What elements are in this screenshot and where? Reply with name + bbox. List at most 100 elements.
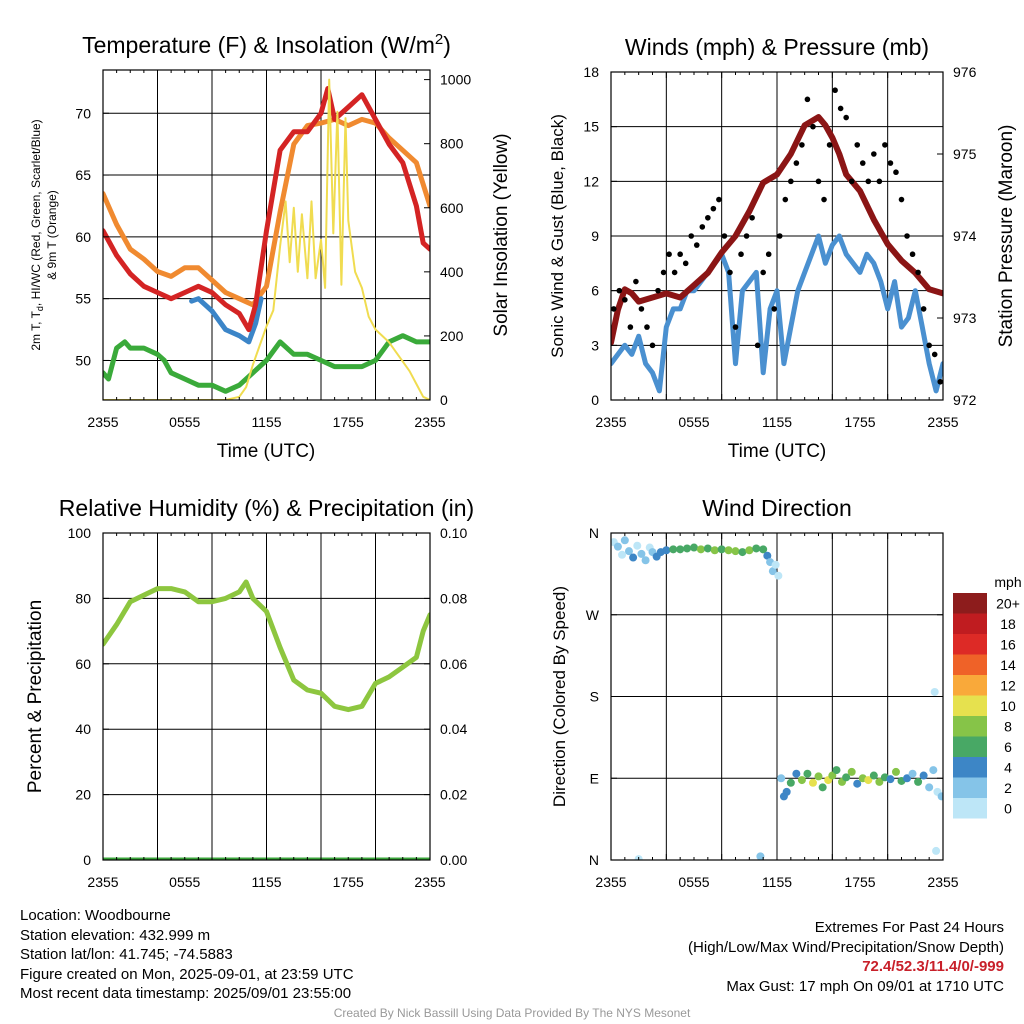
wind-gust-point	[832, 87, 838, 94]
dir-x-tick-label: 1155	[762, 874, 792, 890]
temp-series-3	[103, 333, 430, 394]
dir-direction-point	[886, 775, 895, 784]
extremes-info: Extremes For Past 24 Hours (High/Low/Max…	[688, 918, 1004, 996]
wind-gust-point	[810, 123, 816, 130]
temp-y-tick-label: 70	[75, 105, 91, 121]
rh-y-tick-label: 40	[75, 721, 91, 737]
dir-y-axis-label: Direction (Colored By Speed)	[550, 586, 569, 807]
colorbar-label: 16	[1000, 636, 1016, 652]
dir-direction-point	[814, 772, 823, 781]
dir-direction-point	[842, 773, 851, 782]
colorbar-swatch	[953, 654, 987, 675]
dir-direction-point	[864, 776, 873, 785]
colorbar-swatch	[953, 593, 987, 614]
wind-gust-point	[716, 196, 722, 203]
wind-gust-point	[821, 196, 827, 203]
wind-gust-point	[627, 324, 634, 330]
rh-series-0	[103, 579, 430, 713]
temp-yr-tick-label: 200	[440, 328, 464, 344]
dir-plot-area	[611, 536, 943, 860]
wind-y-axis-label: Sonic Wind & Gust (Blue, Black)	[548, 114, 567, 358]
colorbar-swatch	[953, 798, 987, 819]
wind-gust-point	[843, 114, 849, 121]
ylabel-part: , HI/WC (Red, Green, Scarlet/Blue)	[29, 119, 43, 306]
dir-x-tick-label: 1755	[844, 874, 875, 890]
rh-yr-tick-label: 0.06	[440, 656, 467, 672]
temp-x-axis-label: Time (UTC)	[217, 441, 316, 462]
wind-gust-point	[677, 251, 683, 258]
dir-y-tick-label: N	[589, 852, 599, 868]
wind-gust-point	[776, 233, 783, 239]
temp-y-axis-label-right: Solar Insolation (Yellow)	[491, 133, 512, 336]
dir-direction-point	[662, 546, 671, 555]
wind-gust-point	[937, 378, 943, 385]
rh-yr-tick-label: 0.02	[440, 787, 467, 803]
dir-direction-point	[803, 769, 812, 778]
rh-yr-tick-label: 0.08	[440, 590, 467, 606]
wind-x-tick-label: 0555	[678, 414, 709, 430]
wind-series-1	[611, 114, 943, 346]
colorbar-label: 2	[1004, 780, 1012, 796]
dir-direction-point	[914, 777, 923, 786]
rh-x-tick-label: 1155	[251, 874, 281, 890]
wind-gust-point	[788, 178, 794, 185]
rh-plot-area	[103, 579, 430, 860]
wind-x-tick-label: 1755	[844, 414, 875, 430]
wind-gust-point	[644, 324, 650, 330]
dir-direction-point	[669, 545, 678, 554]
wind-gust-point	[743, 233, 750, 239]
wind-gust-point	[904, 233, 910, 239]
wind-yr-tick-label: 972	[953, 392, 977, 408]
dir-direction-point	[832, 766, 841, 775]
colorbar-swatch	[953, 716, 987, 737]
wind-gust-point	[782, 196, 789, 203]
dir-direction-point	[792, 769, 801, 778]
wind-gust-point	[749, 214, 755, 221]
temp-y-axis-label-line2: & 9m T (Orange)	[45, 190, 59, 280]
wind-gust-point	[633, 278, 639, 285]
dir-y-tick-label: S	[590, 689, 599, 705]
created-text: Figure created on Mon, 2025-09-01, at 23…	[20, 965, 354, 983]
dir-y-tick-label: W	[586, 607, 600, 623]
colorbar-title: mph	[994, 574, 1021, 590]
temp-y-tick-label: 55	[75, 291, 91, 307]
dir-direction-point	[676, 545, 685, 554]
dir-direction-point	[756, 852, 765, 860]
wind-gust-point	[611, 306, 617, 312]
colorbar-swatch	[953, 675, 987, 696]
wind-gust-point	[859, 160, 866, 166]
rh-y-axis-label: Percent & Precipitation	[25, 600, 46, 793]
extremes-title: Extremes For Past 24 Hours	[814, 919, 1004, 936]
temp-title-sup: 2	[435, 31, 443, 48]
wind-gust-point	[882, 142, 888, 148]
dir-direction-point	[710, 546, 719, 555]
colorbar-label: 14	[1000, 657, 1016, 673]
dir-direction-point	[633, 541, 642, 550]
extremes-values: 72.4/52.3/11.4/0/-999	[862, 958, 1004, 975]
colorbar-swatch	[953, 736, 987, 757]
station-info: Location: Woodbourne Station elevation: …	[20, 906, 354, 1004]
dir-direction-point	[637, 549, 646, 558]
wind-x-tick-label: 1155	[762, 414, 792, 430]
wind-x-axis-label: Time (UTC)	[728, 441, 827, 462]
wind-gust-point	[660, 269, 667, 276]
dir-direction-point	[925, 783, 934, 792]
dir-direction-point	[908, 769, 917, 778]
dir-x-tick-label: 0555	[678, 874, 709, 890]
wind-gust-point	[682, 260, 689, 267]
temp-title-end: )	[443, 32, 451, 58]
ylabel-subscript: d	[35, 306, 45, 311]
dir-direction-point	[683, 544, 692, 553]
rh-y-tick-label: 20	[75, 787, 91, 803]
colorbar-label: 20+	[996, 595, 1020, 611]
latlon-text: Station lat/lon: 41.745; -74.5883	[20, 946, 233, 963]
rh-y-tick-label: 0	[83, 852, 91, 868]
temp-series-4	[103, 78, 430, 400]
dir-title: Wind Direction	[702, 495, 852, 521]
dir-direction-point	[717, 545, 726, 554]
temp-x-tick-label: 1755	[333, 414, 364, 430]
wind-gust-point	[815, 178, 822, 185]
temp-yr-tick-label: 600	[440, 200, 464, 216]
dir-x-tick-label: 2355	[927, 874, 958, 890]
